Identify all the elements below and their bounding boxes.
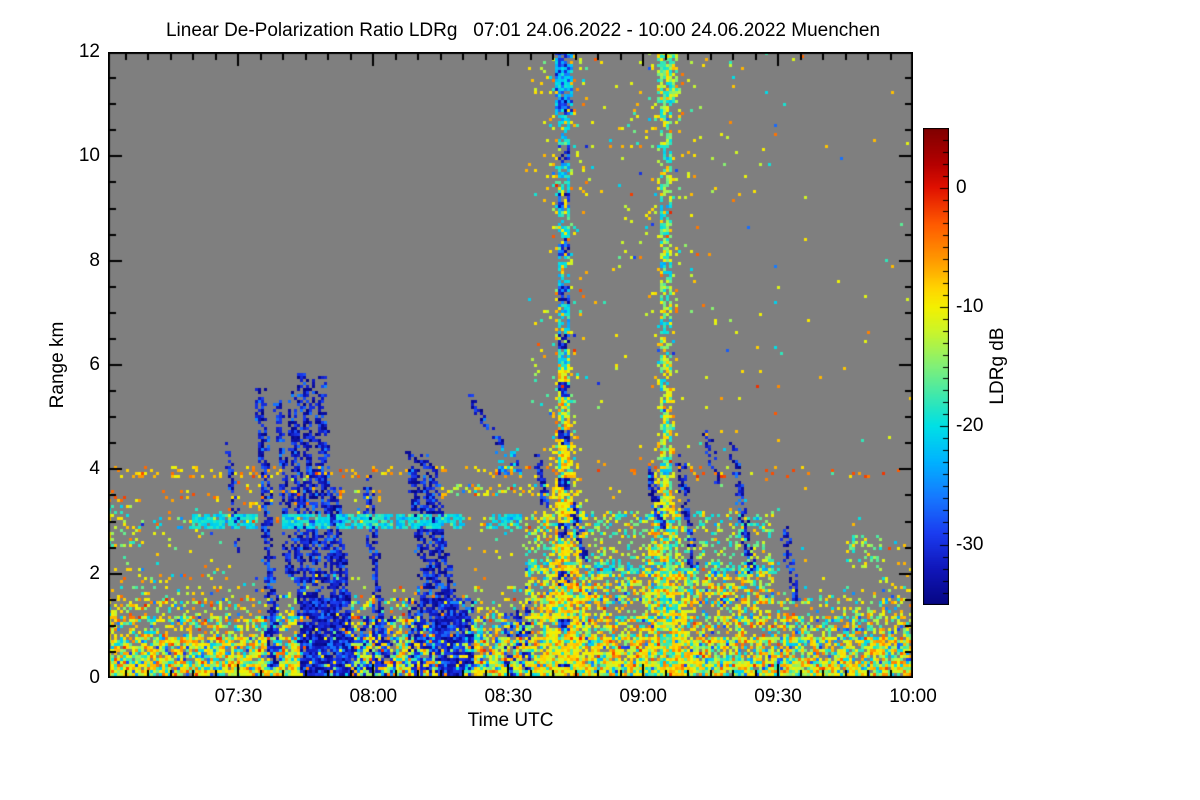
cbar-tick-0: 0: [956, 176, 967, 198]
y-tick-12: 12: [78, 41, 100, 62]
y-tick-4: 4: [89, 458, 100, 480]
y-tick-10: 10: [78, 145, 100, 167]
x-tick-09:00: 09:00: [619, 686, 667, 707]
cbar-tick--30: -30: [956, 534, 984, 556]
y-tick-8: 8: [89, 249, 100, 271]
x-tick-07:30: 07:30: [214, 686, 263, 707]
y-tick-0: 0: [89, 667, 100, 688]
x-axis-label: Time UTC: [467, 710, 554, 731]
chart-title: Linear De-Polarization Ratio LDRg 07:01 …: [165, 20, 881, 41]
x-tick-08:30: 08:30: [484, 686, 533, 707]
cbar-tick--20: -20: [956, 415, 984, 437]
x-tick-08:00: 08:00: [349, 686, 398, 707]
x-tick-10:00: 10:00: [889, 686, 937, 707]
y-tick-2: 2: [89, 562, 100, 584]
colorbar-label: LDRg dB: [987, 327, 1008, 405]
colorbar: [923, 128, 949, 605]
heatmap-plot: [108, 52, 913, 678]
x-tick-09:30: 09:30: [754, 686, 802, 707]
y-axis-label: Range km: [47, 321, 68, 409]
y-tick-6: 6: [89, 354, 100, 375]
cbar-tick--10: -10: [956, 295, 984, 317]
